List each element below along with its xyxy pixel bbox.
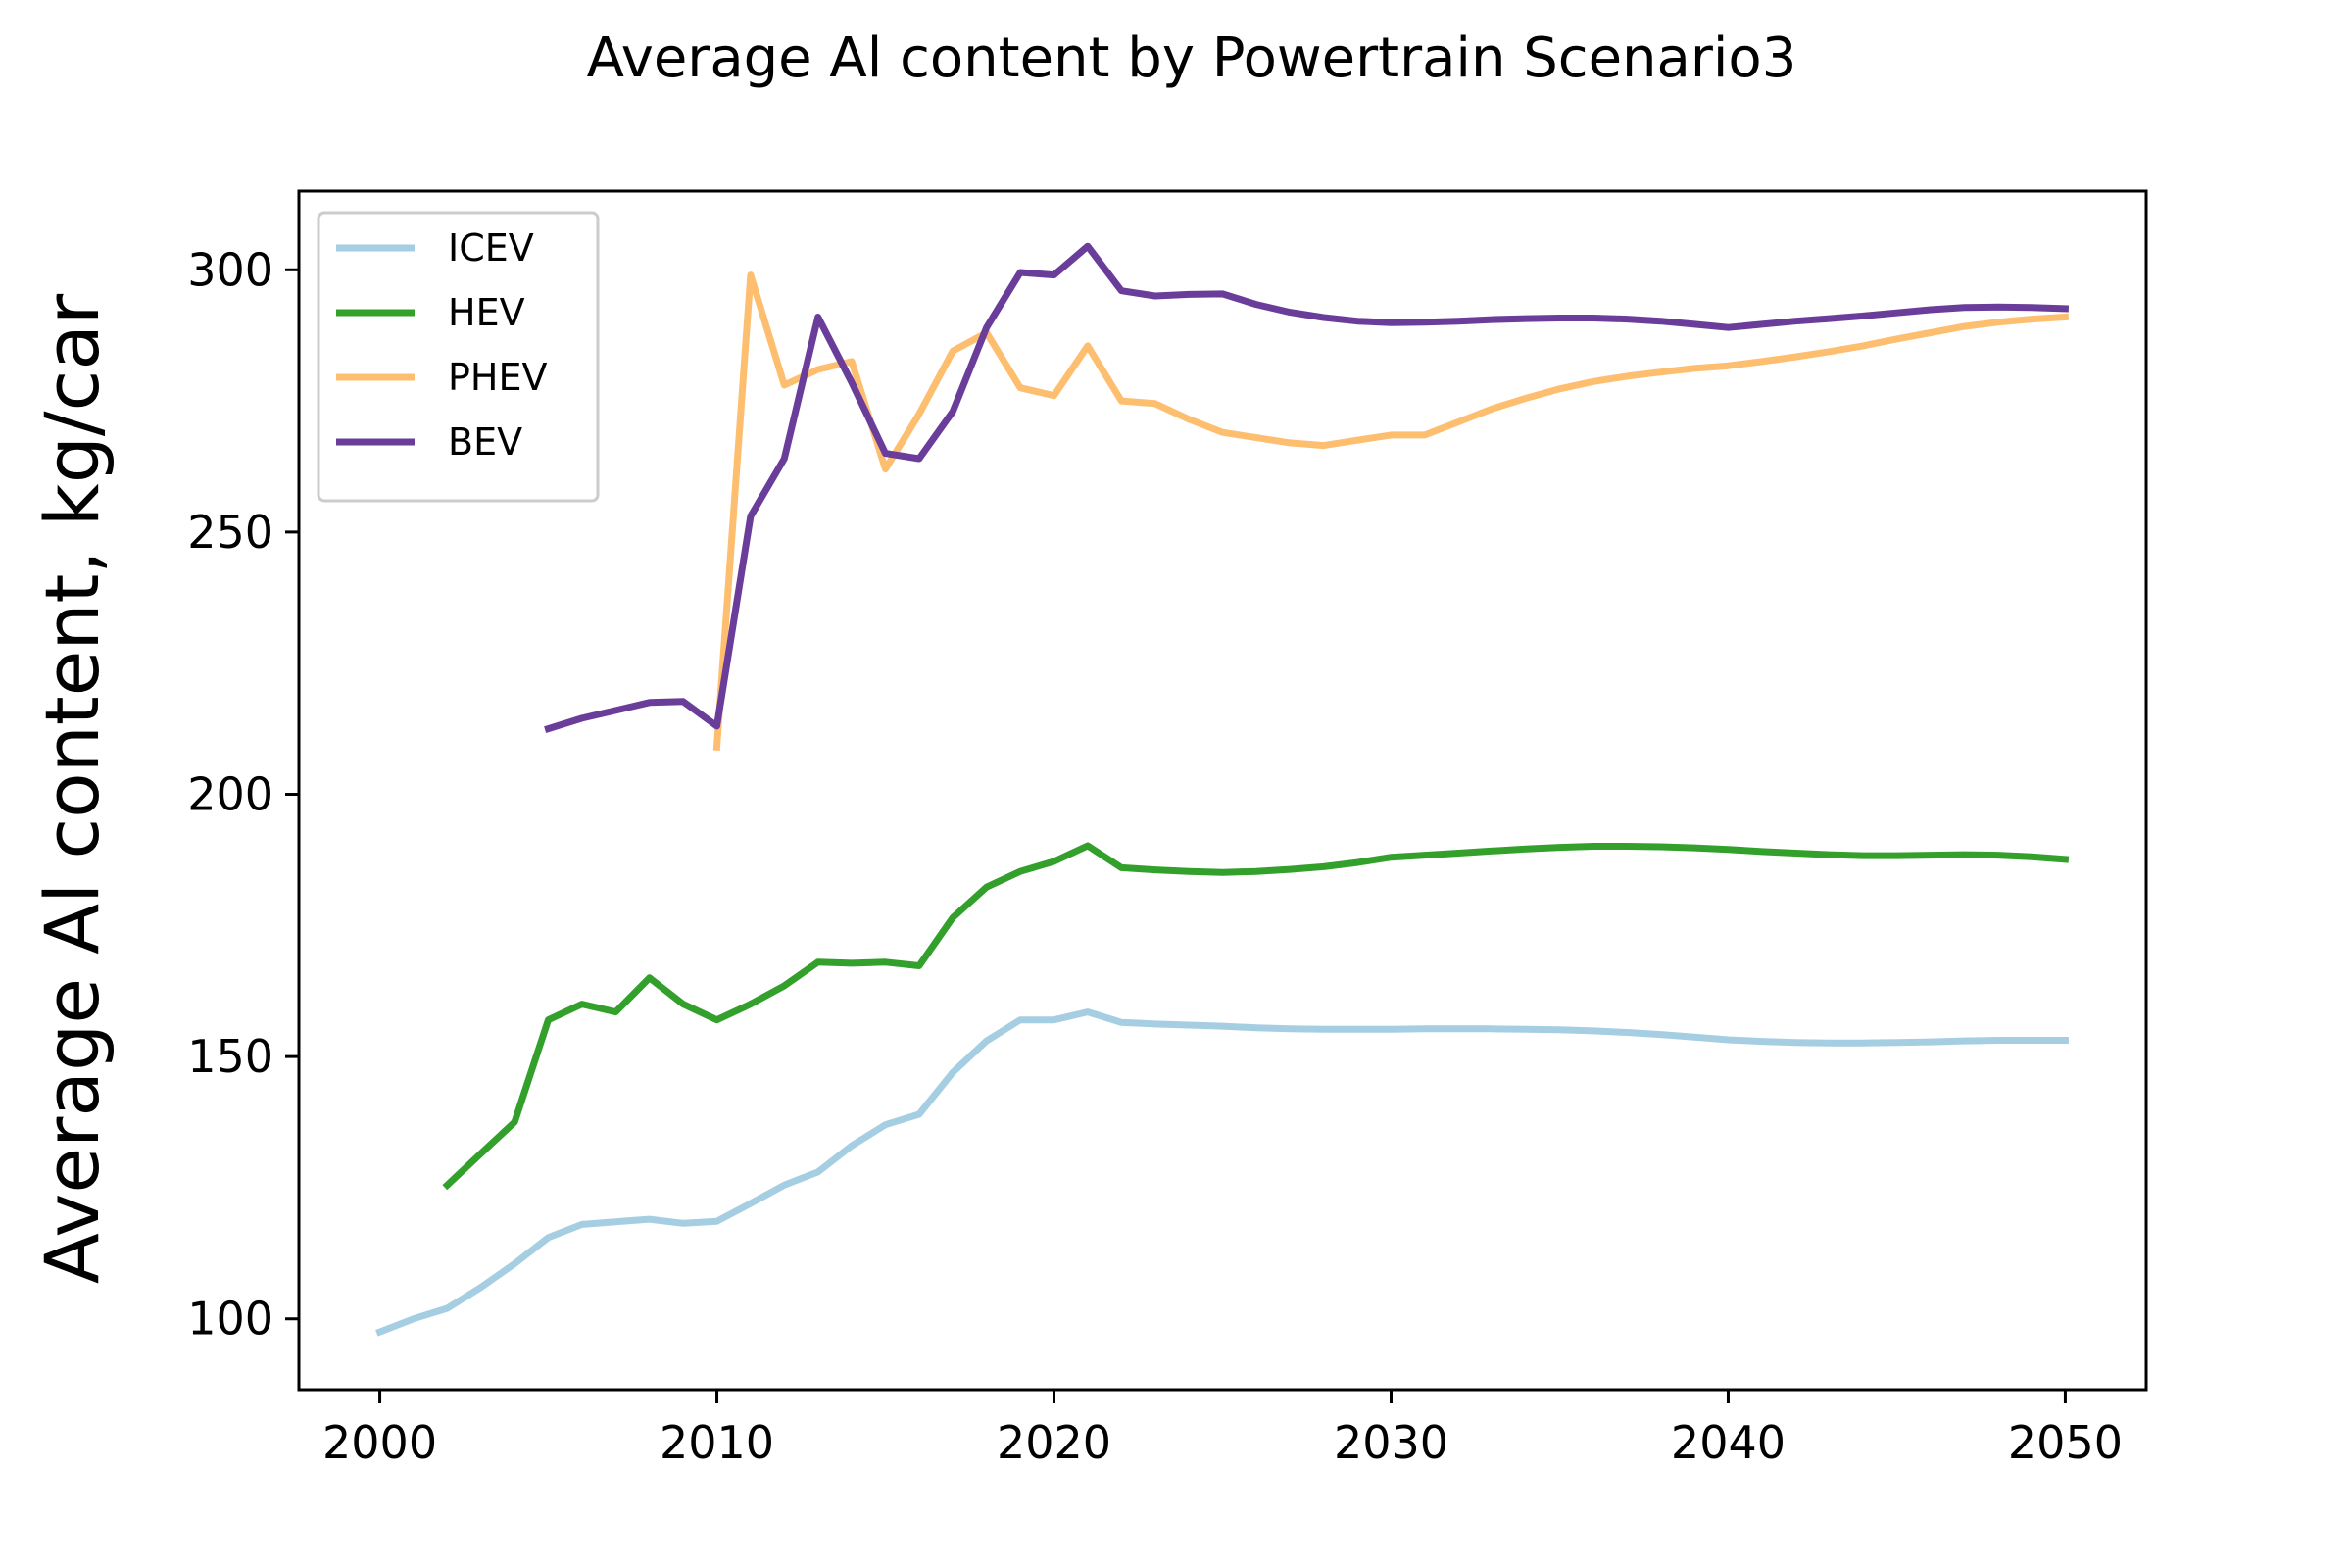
y-tick-label: 200	[187, 768, 273, 821]
legend-label-bev: BEV	[448, 420, 522, 464]
y-tick-label: 250	[187, 506, 273, 559]
series-lines	[375, 242, 2070, 1337]
legend-box	[317, 211, 600, 503]
series-line-bev	[544, 242, 2070, 733]
legend-label-icev: ICEV	[448, 226, 534, 270]
x-tick-label: 2020	[997, 1416, 1111, 1469]
x-tick-label: 2010	[660, 1416, 774, 1469]
y-tick-label: 150	[187, 1030, 273, 1083]
series-line-hev	[442, 842, 2070, 1191]
axes: 2000 2010 2020 2030 2040 2050 100 150 200 250 300	[187, 189, 2148, 1469]
y-axis-label: Average Al content, kg/car	[28, 293, 116, 1284]
x-tick-label: 2000	[322, 1416, 437, 1469]
legend-label-hev: HEV	[448, 291, 525, 334]
series-line-icev	[375, 1008, 2069, 1337]
legend: ICEV HEV PHEV BEV	[317, 211, 600, 503]
legend-label-phev: PHEV	[448, 356, 548, 399]
y-tick-label: 300	[187, 243, 273, 296]
series-line-phev	[712, 271, 2070, 752]
y-tick-label: 100	[187, 1293, 273, 1346]
x-tick-label: 2040	[1671, 1416, 1786, 1469]
plot-frame	[297, 189, 2148, 1392]
chart-title: Average Al content by Powertrain Scenari…	[587, 26, 1797, 90]
x-tick-label: 2030	[1334, 1416, 1448, 1469]
x-tick-label: 2050	[2008, 1416, 2123, 1469]
